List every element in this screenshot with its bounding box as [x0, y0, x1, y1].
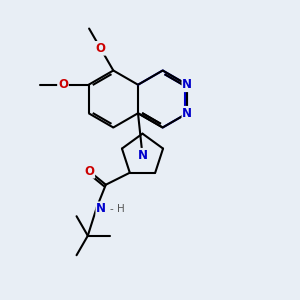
Text: N: N: [182, 107, 192, 120]
Text: N: N: [96, 202, 106, 215]
Text: N: N: [182, 78, 192, 91]
Text: - H: - H: [110, 204, 125, 214]
Text: O: O: [58, 78, 68, 91]
Text: O: O: [84, 165, 94, 178]
Text: N: N: [137, 149, 148, 162]
Text: O: O: [95, 42, 106, 55]
